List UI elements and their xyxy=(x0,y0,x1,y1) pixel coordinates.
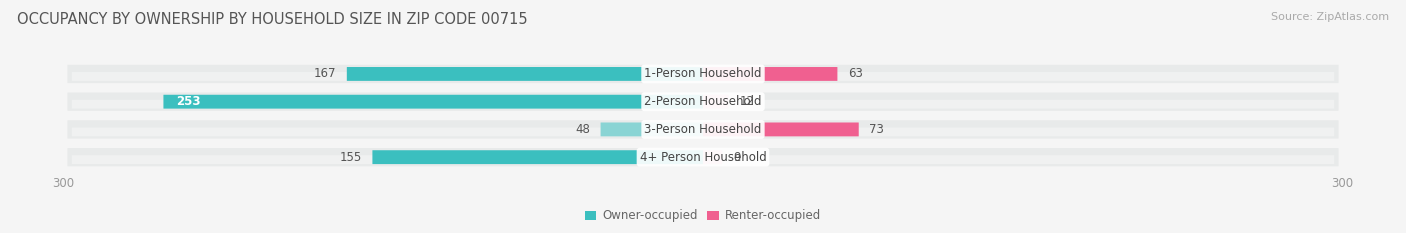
Legend: Owner-occupied, Renter-occupied: Owner-occupied, Renter-occupied xyxy=(579,205,827,227)
Text: 48: 48 xyxy=(575,123,591,136)
Text: 1-Person Household: 1-Person Household xyxy=(644,67,762,80)
FancyBboxPatch shape xyxy=(72,127,1334,136)
Text: 73: 73 xyxy=(869,123,884,136)
FancyBboxPatch shape xyxy=(703,95,728,109)
Text: Source: ZipAtlas.com: Source: ZipAtlas.com xyxy=(1271,12,1389,22)
Text: 155: 155 xyxy=(340,151,361,164)
FancyBboxPatch shape xyxy=(67,65,1339,83)
FancyBboxPatch shape xyxy=(373,150,703,164)
FancyBboxPatch shape xyxy=(163,95,703,109)
Text: 9: 9 xyxy=(733,151,741,164)
FancyBboxPatch shape xyxy=(703,123,859,136)
FancyBboxPatch shape xyxy=(703,67,838,81)
FancyBboxPatch shape xyxy=(67,93,1339,111)
FancyBboxPatch shape xyxy=(600,123,703,136)
FancyBboxPatch shape xyxy=(703,150,723,164)
Text: 4+ Person Household: 4+ Person Household xyxy=(640,151,766,164)
Text: OCCUPANCY BY OWNERSHIP BY HOUSEHOLD SIZE IN ZIP CODE 00715: OCCUPANCY BY OWNERSHIP BY HOUSEHOLD SIZE… xyxy=(17,12,527,27)
FancyBboxPatch shape xyxy=(347,67,703,81)
Text: 2-Person Household: 2-Person Household xyxy=(644,95,762,108)
FancyBboxPatch shape xyxy=(67,120,1339,139)
Text: 253: 253 xyxy=(176,95,201,108)
Text: 167: 167 xyxy=(314,67,336,80)
Text: 12: 12 xyxy=(740,95,754,108)
Text: 3-Person Household: 3-Person Household xyxy=(644,123,762,136)
FancyBboxPatch shape xyxy=(67,148,1339,166)
FancyBboxPatch shape xyxy=(72,155,1334,164)
Text: 63: 63 xyxy=(848,67,863,80)
FancyBboxPatch shape xyxy=(72,72,1334,81)
FancyBboxPatch shape xyxy=(72,100,1334,109)
